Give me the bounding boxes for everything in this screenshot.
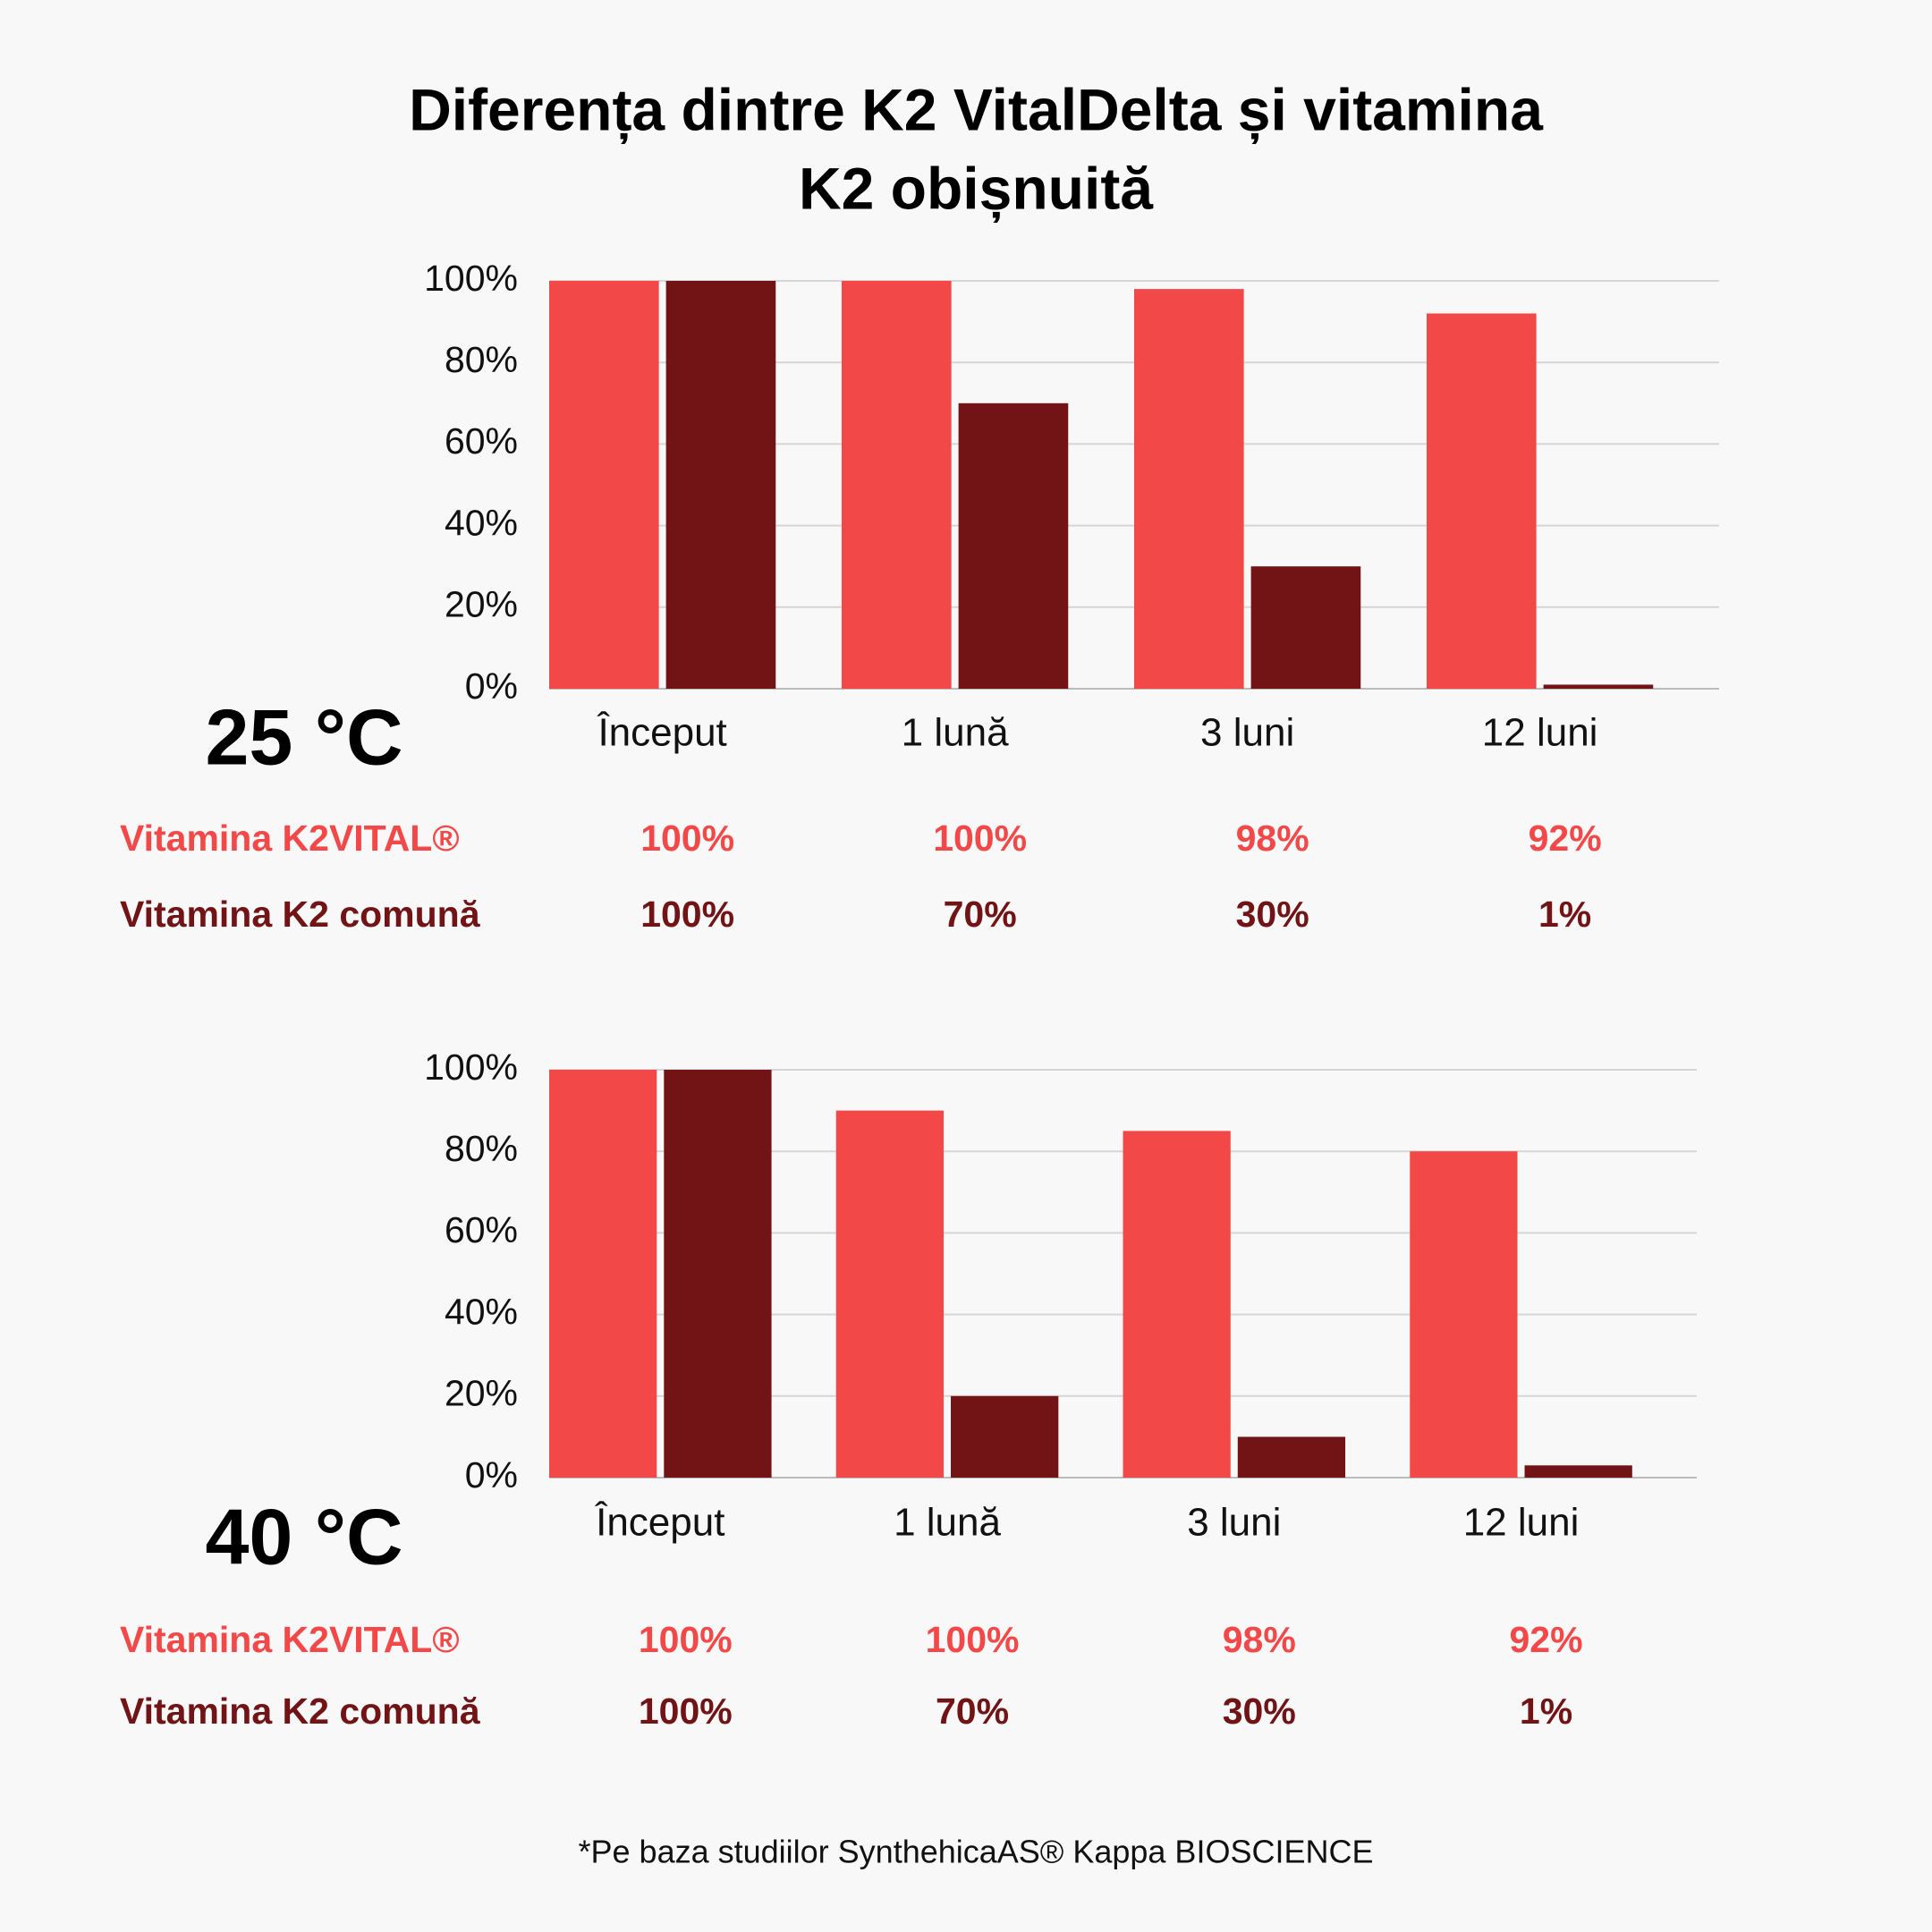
table-value: 70% bbox=[936, 1690, 1009, 1732]
y-tick-label: 0% bbox=[465, 1454, 518, 1496]
bar bbox=[1524, 1465, 1632, 1478]
bar bbox=[1237, 1436, 1346, 1478]
y-tick-label: 0% bbox=[465, 665, 518, 707]
y-tick-label: 20% bbox=[445, 1373, 518, 1414]
table-value: 100% bbox=[639, 1619, 733, 1660]
y-tick-label: 100% bbox=[424, 258, 518, 299]
table-value: 100% bbox=[926, 1619, 1020, 1660]
bar bbox=[549, 281, 659, 689]
bar bbox=[1250, 566, 1361, 689]
y-tick-label: 80% bbox=[445, 1128, 518, 1169]
bar bbox=[835, 1110, 945, 1478]
y-tick-label: 100% bbox=[424, 1046, 518, 1088]
series-label: Vitamina K2VITAL® bbox=[120, 818, 460, 859]
table-value: 98% bbox=[1223, 1619, 1296, 1660]
x-tick-label: 12 luni bbox=[1463, 1501, 1580, 1545]
y-tick-label: 60% bbox=[445, 420, 518, 462]
bar bbox=[842, 281, 952, 689]
x-tick-label: Început bbox=[597, 711, 726, 755]
table-value: 1% bbox=[1538, 894, 1591, 935]
x-tick-label: 3 luni bbox=[1187, 1501, 1281, 1545]
series-label: Vitamina K2 comună bbox=[120, 894, 481, 935]
bar bbox=[1427, 313, 1537, 689]
bar bbox=[1123, 1131, 1231, 1478]
table-value: 100% bbox=[933, 818, 1027, 859]
table-value: 1% bbox=[1520, 1690, 1572, 1732]
temperature-label: 25 °C bbox=[205, 692, 402, 781]
series-label: Vitamina K2VITAL® bbox=[120, 1619, 460, 1660]
x-tick-label: Început bbox=[595, 1501, 724, 1545]
bar bbox=[1543, 684, 1654, 689]
table-value: 98% bbox=[1236, 818, 1309, 859]
y-tick-label: 40% bbox=[445, 1291, 518, 1332]
table-value: 92% bbox=[1529, 818, 1602, 859]
bar bbox=[951, 1395, 1059, 1478]
y-tick-label: 60% bbox=[445, 1209, 518, 1250]
bar bbox=[665, 281, 776, 689]
table-value: 100% bbox=[640, 818, 734, 859]
y-tick-label: 40% bbox=[445, 502, 518, 543]
x-tick-label: 3 luni bbox=[1200, 711, 1294, 755]
table-value: 70% bbox=[944, 894, 1017, 935]
footnote: *Pe baza studiilor SynthehicaAS® Kappa B… bbox=[579, 1834, 1374, 1870]
title-line-2: K2 obișnuită bbox=[799, 155, 1154, 223]
y-tick-label: 80% bbox=[445, 339, 518, 380]
bar bbox=[958, 402, 1069, 689]
x-tick-label: 1 lună bbox=[894, 1501, 1001, 1545]
x-tick-label: 12 luni bbox=[1482, 711, 1598, 755]
bar bbox=[664, 1070, 772, 1478]
bar bbox=[1410, 1151, 1518, 1478]
table-value: 92% bbox=[1510, 1619, 1583, 1660]
table-value: 100% bbox=[639, 1690, 733, 1732]
bar bbox=[549, 1070, 657, 1478]
x-tick-label: 1 lună bbox=[902, 711, 1009, 755]
table-value: 100% bbox=[640, 894, 734, 935]
temperature-label: 40 °C bbox=[205, 1492, 402, 1580]
y-tick-label: 20% bbox=[445, 584, 518, 625]
series-label: Vitamina K2 comună bbox=[120, 1690, 481, 1732]
title-line-1: Diferența dintre K2 VitalDelta și vitami… bbox=[409, 76, 1544, 144]
bar bbox=[1134, 289, 1244, 689]
table-value: 30% bbox=[1223, 1690, 1296, 1732]
table-value: 30% bbox=[1236, 894, 1309, 935]
